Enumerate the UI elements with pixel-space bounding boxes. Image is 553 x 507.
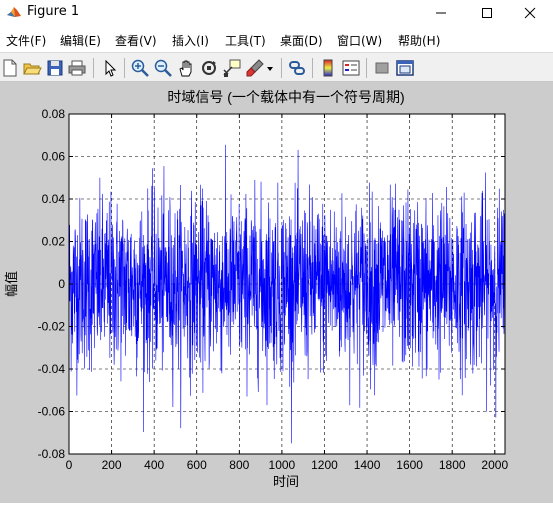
x-tick-label: 800 (229, 458, 249, 472)
window-titlebar[interactable]: Figure 1 (0, 0, 553, 26)
x-tick-label: 400 (144, 458, 164, 472)
hide-plot-tools-icon[interactable] (372, 58, 392, 78)
menu-window[interactable]: 窗口(W) (337, 34, 383, 48)
maximize-button[interactable] (464, 0, 510, 26)
time-domain-chart[interactable]: 时域信号 (一个载体中有一个符号周期) 0 200 400 600 800 1000 120… (0, 82, 553, 503)
x-tick-label: 1200 (311, 458, 338, 472)
signal-line (68, 144, 506, 444)
data-cursor-icon[interactable] (222, 58, 242, 78)
menu-edit[interactable]: 编辑(E) (60, 34, 101, 48)
menu-file[interactable]: 文件(F) (6, 34, 47, 48)
toolbar-separator (93, 58, 94, 78)
link-plot-icon[interactable] (287, 58, 307, 78)
new-figure-icon[interactable] (0, 58, 20, 78)
x-tick-label: 1000 (269, 458, 296, 472)
x-axis: 0 200 400 600 800 1000 1200 1400 1600 1800 2000 (66, 114, 508, 472)
menu-view[interactable]: 查看(V) (115, 34, 157, 48)
legend-icon[interactable] (341, 58, 361, 78)
y-tick-label: -0.04 (38, 362, 66, 376)
pan-hand-icon[interactable] (176, 58, 196, 78)
open-file-icon[interactable] (22, 58, 42, 78)
y-tick-label: 0.06 (42, 150, 66, 164)
y-tick-label: -0.02 (38, 320, 66, 334)
x-tick-label: 1800 (439, 458, 466, 472)
colorbar-icon[interactable] (318, 58, 338, 78)
print-icon[interactable] (67, 58, 87, 78)
minimize-icon (436, 12, 446, 14)
y-tick-label: 0.08 (42, 107, 66, 121)
minimize-button[interactable] (418, 0, 464, 26)
edit-plot-arrow-icon[interactable] (100, 58, 120, 78)
toolbar-separator (366, 58, 367, 78)
figure-canvas: 时域信号 (一个载体中有一个符号周期) 0 200 400 600 800 1000 120… (0, 82, 553, 503)
menu-bar: 文件(F) 编辑(E) 查看(V) 插入(I) 工具(T) 桌面(D) 窗口(W… (0, 28, 553, 50)
zoom-in-icon[interactable] (130, 58, 150, 78)
window-title: Figure 1 (27, 4, 80, 19)
y-axis: 0.08 0.06 0.04 0.02 0 -0.02 -0.04 -0.06 -0.08 (38, 107, 505, 461)
y-tick-label: 0.04 (42, 192, 66, 206)
x-axis-label: 时间 (273, 474, 299, 489)
maximize-icon (482, 8, 492, 18)
show-plot-tools-icon[interactable] (395, 58, 415, 78)
figure-toolbar (0, 52, 553, 82)
rotate-3d-icon[interactable] (199, 58, 219, 78)
y-axis-label: 幅值 (4, 271, 19, 297)
brush-icon[interactable] (245, 58, 265, 78)
y-tick-label: -0.08 (38, 447, 66, 461)
toolbar-separator (124, 58, 125, 78)
x-tick-label: 200 (102, 458, 122, 472)
x-tick-label: 1600 (396, 458, 423, 472)
zoom-out-icon[interactable] (153, 58, 173, 78)
menu-insert[interactable]: 插入(I) (172, 34, 209, 48)
save-icon[interactable] (45, 58, 65, 78)
menu-tools[interactable]: 工具(T) (225, 34, 266, 48)
brush-dropdown-icon[interactable] (265, 58, 275, 78)
x-tick-label: 1400 (354, 458, 381, 472)
y-tick-label: 0 (58, 277, 65, 291)
x-tick-label: 600 (187, 458, 207, 472)
menu-help[interactable]: 帮助(H) (398, 34, 441, 48)
matlab-logo-icon (7, 7, 21, 17)
toolbar-separator (281, 58, 282, 78)
close-icon (524, 7, 536, 19)
x-tick-label: 0 (66, 458, 73, 472)
toolbar-separator (312, 58, 313, 78)
y-tick-label: 0.02 (42, 235, 66, 249)
y-tick-label: -0.06 (38, 405, 66, 419)
close-button[interactable] (507, 0, 553, 26)
chart-title: 时域信号 (一个载体中有一个符号周期) (167, 89, 404, 105)
menu-desktop[interactable]: 桌面(D) (280, 34, 323, 48)
x-tick-label: 2000 (481, 458, 508, 472)
